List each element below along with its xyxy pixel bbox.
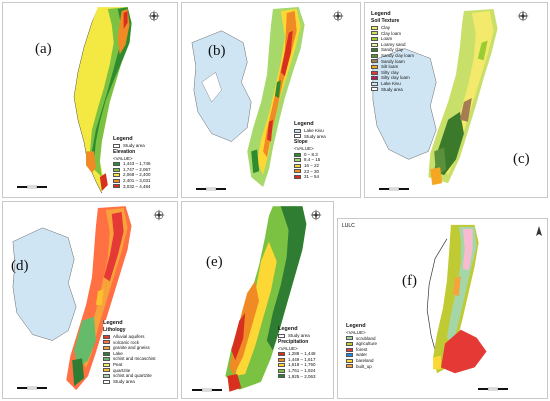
legend-class: quartzite (103, 368, 156, 374)
legend-class: Clay loam (371, 31, 414, 37)
soil-texture-map (372, 9, 498, 186)
precipitation-map (225, 206, 307, 392)
legend-lake: Lake Kivu (294, 128, 326, 134)
precipitation-legend: Legend Study area Precipitation <VALUE> … (278, 326, 316, 379)
legend-class: 1,288 – 1,448 (278, 351, 316, 357)
scale-bar (192, 388, 232, 393)
north-arrow-icon (533, 225, 545, 237)
legend-field: Elevation (113, 148, 136, 155)
elevation-legend: Legend Study area Elevation <VALUE> 1,44… (113, 136, 151, 189)
legend-class: Sandy clay (371, 47, 414, 53)
panel-e: (e) Legend Study area Precipitation <VAL… (181, 201, 334, 399)
legend-field: Precipitation (278, 338, 309, 345)
panel-label: (a) (35, 41, 52, 57)
panel-label: (c) (513, 151, 530, 167)
legend-class: Silt loam (371, 64, 414, 70)
legend-class: 1,925 – 2,063 (278, 374, 316, 380)
legend-class: Silty clay (371, 70, 414, 76)
legend-field: Lithology (103, 327, 126, 333)
soil-legend: Legend Soil Texture Clay Clay loam Loam … (371, 11, 414, 92)
legend-class: volcanic rock (103, 340, 156, 346)
legend-class: forest (346, 347, 377, 353)
lithology-map (12, 206, 132, 390)
legend-title: Legend (294, 121, 314, 127)
slope-map (191, 7, 305, 188)
panel-c: (c) Legend Soil Texture Clay Clay loam L… (364, 2, 548, 198)
north-arrow-icon (153, 208, 165, 221)
panel-label: (d) (11, 258, 29, 274)
panel-f: LULC (f) Legend <VALUE> scrubland agricu… (337, 218, 548, 399)
legend-class: Loam (371, 36, 414, 42)
north-arrow-icon (148, 9, 160, 22)
legend-class: Loamy sand (371, 42, 414, 48)
lulc-map (426, 224, 487, 374)
legend-class: 8.4 – 15 (294, 157, 326, 163)
scale-bar (17, 185, 57, 190)
legend-class: scrubland (346, 336, 377, 342)
legend-class: 1,761 – 1,924 (278, 368, 316, 374)
legend-class: Peat (103, 362, 156, 368)
legend-study-area: Study area (278, 333, 316, 339)
scale-bar (196, 187, 236, 192)
panel-label: (b) (208, 43, 226, 59)
legend-class: 3,032 – 4,484 (113, 184, 151, 190)
legend-field: Soil Texture (371, 18, 400, 24)
legend-title: Legend (278, 326, 298, 332)
north-arrow-icon (517, 9, 529, 22)
panel-b: (b) Legend Lake Kivu Study area Slope <V… (181, 2, 361, 198)
legend-class: Lake (103, 351, 156, 357)
lithology-legend: Legend Lithology Alluvial aquifers volca… (103, 320, 156, 385)
legend-class: built_up (346, 364, 377, 370)
legend-title: Legend (371, 11, 391, 17)
legend-field: Slope (294, 139, 308, 146)
legend-class: Sandy clay loam (371, 53, 414, 59)
scale-bar (478, 387, 518, 392)
legend-value: <VALUE> (113, 155, 133, 161)
legend-class: 23 – 30 (294, 169, 326, 175)
legend-value: <VALUE> (278, 345, 298, 351)
legend-class: 31 – 54 (294, 174, 326, 180)
panel-d: (d) Legend Lithology Alluvial aquifers v… (2, 201, 178, 399)
scale-bar (379, 187, 419, 192)
legend-class: Alluvial aquifers (103, 334, 156, 340)
legend-class: 16 – 22 (294, 163, 326, 169)
panel-label: (f) (402, 273, 417, 289)
legend-class: schist and quartzite (103, 373, 156, 379)
legend-class: Lake Kivu (371, 81, 414, 87)
legend-study-area: Study area (294, 134, 326, 140)
legend-title: Legend (346, 323, 366, 329)
legend-class: bareland (346, 358, 377, 364)
legend-value: <VALUE> (294, 146, 314, 152)
legend-class: Study area (371, 87, 414, 93)
legend-class: 2,401 – 3,031 (113, 178, 151, 184)
panel-a: (a) Legend Study area Elevation <VALUE> … (2, 2, 178, 198)
legend-class: 2,068 – 2,400 (113, 172, 151, 178)
slope-legend: Legend Lake Kivu Study area Slope <VALUE… (294, 121, 326, 180)
legend-class: Study area (103, 379, 156, 385)
legend-class: 1,618 – 1,760 (278, 362, 316, 368)
legend-class: Silty clay loam (371, 75, 414, 81)
legend-class: agriculture (346, 341, 377, 347)
panel-label: (e) (206, 254, 223, 270)
lulc-legend: Legend <VALUE> scrubland agriculture for… (346, 323, 377, 369)
legend-class: 1,747 – 2,067 (113, 167, 151, 173)
lulc-corner-label: LULC (342, 223, 355, 229)
legend-title: Legend (113, 136, 133, 142)
legend-class: 1,443 – 1,746 (113, 161, 151, 167)
legend-title: Legend (103, 320, 123, 326)
legend-class: water (346, 352, 377, 358)
elevation-map (73, 7, 132, 194)
legend-class: 1,449 – 1,617 (278, 357, 316, 363)
legend-value: <VALUE> (346, 330, 366, 335)
legend-class: granite and gneiss (103, 345, 156, 351)
legend-class: Sandy loam (371, 59, 414, 65)
legend-class: schist and micaschist (103, 356, 156, 362)
north-arrow-icon (310, 208, 322, 221)
north-arrow-icon (332, 9, 344, 22)
legend-class: Clay (371, 25, 414, 31)
legend-class: 0 – 8.3 (294, 152, 326, 158)
scale-bar (17, 386, 57, 391)
legend-study-area: Study area (113, 143, 151, 149)
